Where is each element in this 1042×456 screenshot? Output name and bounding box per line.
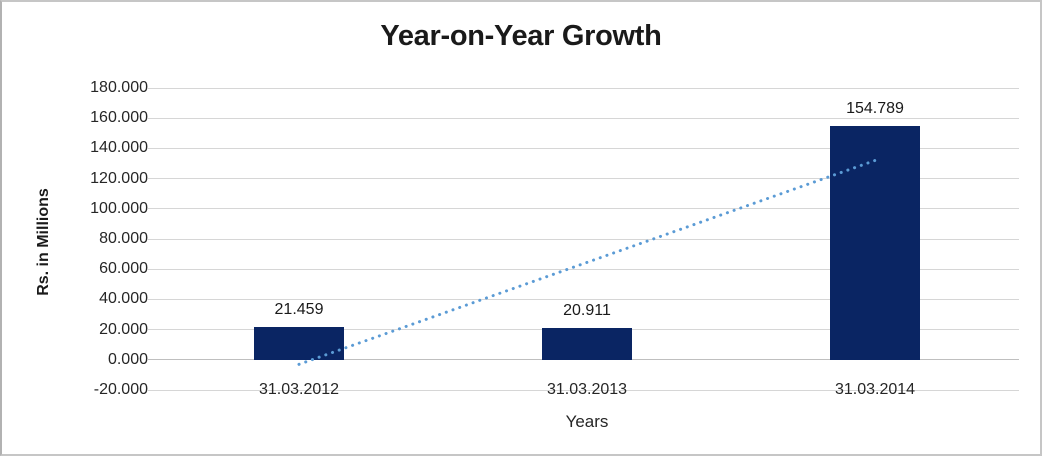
x-category-label: 31.03.2013 xyxy=(546,381,628,398)
gridline xyxy=(148,178,1019,180)
gridline xyxy=(148,147,1019,149)
gridline xyxy=(148,359,1019,361)
gridline xyxy=(148,87,1019,89)
x-category-label: 31.03.2014 xyxy=(834,381,916,398)
y-tick-label: 100.000 xyxy=(90,199,148,217)
x-category-label: 31.03.2012 xyxy=(258,381,340,398)
trendline-path xyxy=(297,158,877,366)
y-tick-label: 160.000 xyxy=(90,109,148,127)
plot-area: 21.459 20.911 154.789 xyxy=(148,87,1019,391)
y-tick-label: 20.000 xyxy=(99,320,148,338)
chart-title: Year-on-Year Growth xyxy=(380,20,662,52)
y-tick-label: -20.000 xyxy=(93,381,148,398)
y-tick-label: 180.000 xyxy=(90,79,148,96)
trendline xyxy=(297,158,877,366)
bar-31.03.2012 xyxy=(254,327,344,360)
gridline xyxy=(148,268,1019,270)
x-axis-title: Years xyxy=(565,412,609,431)
gridline xyxy=(148,117,1019,119)
bar-data-label: 21.459 xyxy=(274,301,324,319)
y-tick-label: 40.000 xyxy=(99,290,148,308)
gridline xyxy=(148,298,1019,300)
bar-31.03.2013 xyxy=(542,328,632,360)
y-tick-label: 80.000 xyxy=(99,230,148,247)
y-tick-label: 140.000 xyxy=(90,139,148,157)
gridline xyxy=(148,208,1019,210)
y-tick-label: 60.000 xyxy=(99,260,148,278)
bar-data-label: 154.789 xyxy=(846,100,904,118)
bar-data-label: 20.911 xyxy=(563,302,611,320)
bar-31.03.2014 xyxy=(830,126,920,360)
y-tick-label: 0.000 xyxy=(107,350,148,368)
gridline xyxy=(148,238,1019,240)
y-tick-label: 120.000 xyxy=(90,169,148,187)
gridline xyxy=(148,389,1019,391)
